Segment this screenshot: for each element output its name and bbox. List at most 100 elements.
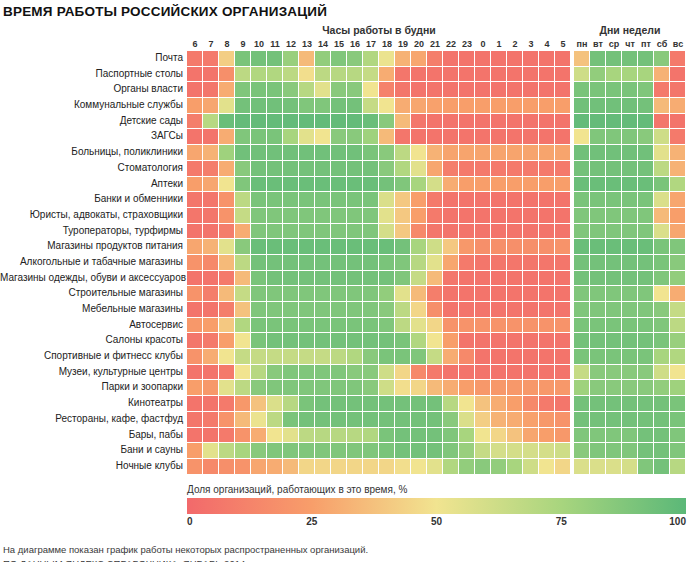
heatmap-cell: [491, 192, 506, 207]
heatmap-cell: [219, 349, 234, 364]
heatmap-cell: [203, 318, 218, 333]
heatmap-cell: [315, 365, 330, 380]
heatmap-cell: [395, 255, 410, 270]
heatmap-cell: [267, 145, 282, 160]
heatmap-cell: [395, 412, 410, 427]
heatmap-cell: [411, 459, 426, 474]
heatmap-cell: [331, 428, 346, 443]
heatmap-cell: [491, 365, 506, 380]
heatmap-cell: [638, 333, 653, 348]
heatmap-cell: [251, 208, 266, 223]
heatmap-cell: [395, 271, 410, 286]
heatmap-cell: [475, 129, 490, 144]
heatmap-cell: [555, 333, 570, 348]
heatmap-cell: [299, 318, 314, 333]
heatmap-cell: [315, 67, 330, 82]
heatmap-cell: [411, 333, 426, 348]
row-label: Кинотеатры: [0, 396, 187, 411]
heatmap-cell: [299, 380, 314, 395]
heatmap-cell: [539, 129, 554, 144]
heatmap-cell: [299, 255, 314, 270]
heatmap-cell: [654, 161, 669, 176]
heatmap-cell: [299, 459, 314, 474]
heatmap-cell: [187, 459, 202, 474]
heatmap-cell: [523, 365, 538, 380]
heatmap-cell: [267, 365, 282, 380]
row-label: Паспортные столы: [0, 67, 187, 82]
heatmap-cell: [622, 255, 637, 270]
heatmap-cell: [379, 271, 394, 286]
heatmap-cell: [606, 177, 621, 192]
heatmap-cell: [638, 412, 653, 427]
heatmap-cell: [574, 286, 589, 301]
heatmap-cell: [574, 67, 589, 82]
heatmap-cell: [523, 412, 538, 427]
heatmap-cell: [395, 443, 410, 458]
heatmap-cell: [347, 224, 362, 239]
heatmap-cell: [459, 129, 474, 144]
heatmap-cell: [235, 224, 250, 239]
heatmap-cell: [459, 51, 474, 66]
heatmap-cell: [574, 114, 589, 129]
cell-group: [574, 145, 686, 160]
heatmap-cell: [219, 177, 234, 192]
heatmap-cell: [363, 67, 378, 82]
heatmap-cell: [606, 51, 621, 66]
heatmap-cell: [459, 98, 474, 113]
heatmap-cell: [347, 114, 362, 129]
heatmap-cell: [443, 333, 458, 348]
cell-group: [187, 177, 571, 192]
heatmap-cell: [475, 114, 490, 129]
heatmap-row: Юристы, адвокаты, страховщики: [0, 208, 688, 223]
heatmap-cell: [283, 255, 298, 270]
heatmap-cell: [187, 396, 202, 411]
heatmap-cell: [267, 412, 282, 427]
heatmap-cell: [654, 177, 669, 192]
heatmap-cell: [459, 255, 474, 270]
heatmap-cell: [654, 224, 669, 239]
cell-group: [574, 365, 686, 380]
heatmap-cell: [395, 302, 410, 317]
heatmap-cell: [475, 349, 490, 364]
heatmap-cell: [219, 239, 234, 254]
heatmap-cell: [475, 161, 490, 176]
heatmap-cell: [187, 318, 202, 333]
heatmap-cell: [283, 349, 298, 364]
heatmap-cell: [347, 192, 362, 207]
heatmap-cell: [235, 161, 250, 176]
heatmap-cell: [475, 396, 490, 411]
heatmap-cell: [427, 396, 442, 411]
heatmap-cell: [363, 333, 378, 348]
heatmap-cell: [427, 271, 442, 286]
heatmap-cell: [187, 192, 202, 207]
heatmap-cell: [670, 161, 685, 176]
heatmap-cell: [219, 98, 234, 113]
heatmap-cell: [555, 67, 570, 82]
heatmap-cell: [555, 380, 570, 395]
heatmap-cell: [539, 428, 554, 443]
cell-group: [187, 255, 571, 270]
heatmap-cell: [459, 396, 474, 411]
heatmap-cell: [379, 239, 394, 254]
heatmap-cell: [507, 459, 522, 474]
heatmap-cell: [283, 396, 298, 411]
heatmap-cell: [299, 271, 314, 286]
heatmap-row: Автосервис: [0, 318, 688, 333]
heatmap-cell: [574, 349, 589, 364]
heatmap-cell: [251, 82, 266, 97]
heatmap-cell: [475, 443, 490, 458]
heatmap-cell: [299, 161, 314, 176]
heatmap-cell: [606, 318, 621, 333]
heatmap-cell: [379, 349, 394, 364]
heatmap-cell: [507, 255, 522, 270]
heatmap-cell: [411, 365, 426, 380]
heatmap-cell: [299, 333, 314, 348]
heatmap-cell: [475, 459, 490, 474]
heatmap-cell: [331, 255, 346, 270]
heatmap-cell: [331, 129, 346, 144]
heatmap-cell: [590, 333, 605, 348]
heatmap-cell: [638, 396, 653, 411]
heatmap-cell: [395, 145, 410, 160]
heatmap-cell: [347, 349, 362, 364]
heatmap-cell: [235, 318, 250, 333]
